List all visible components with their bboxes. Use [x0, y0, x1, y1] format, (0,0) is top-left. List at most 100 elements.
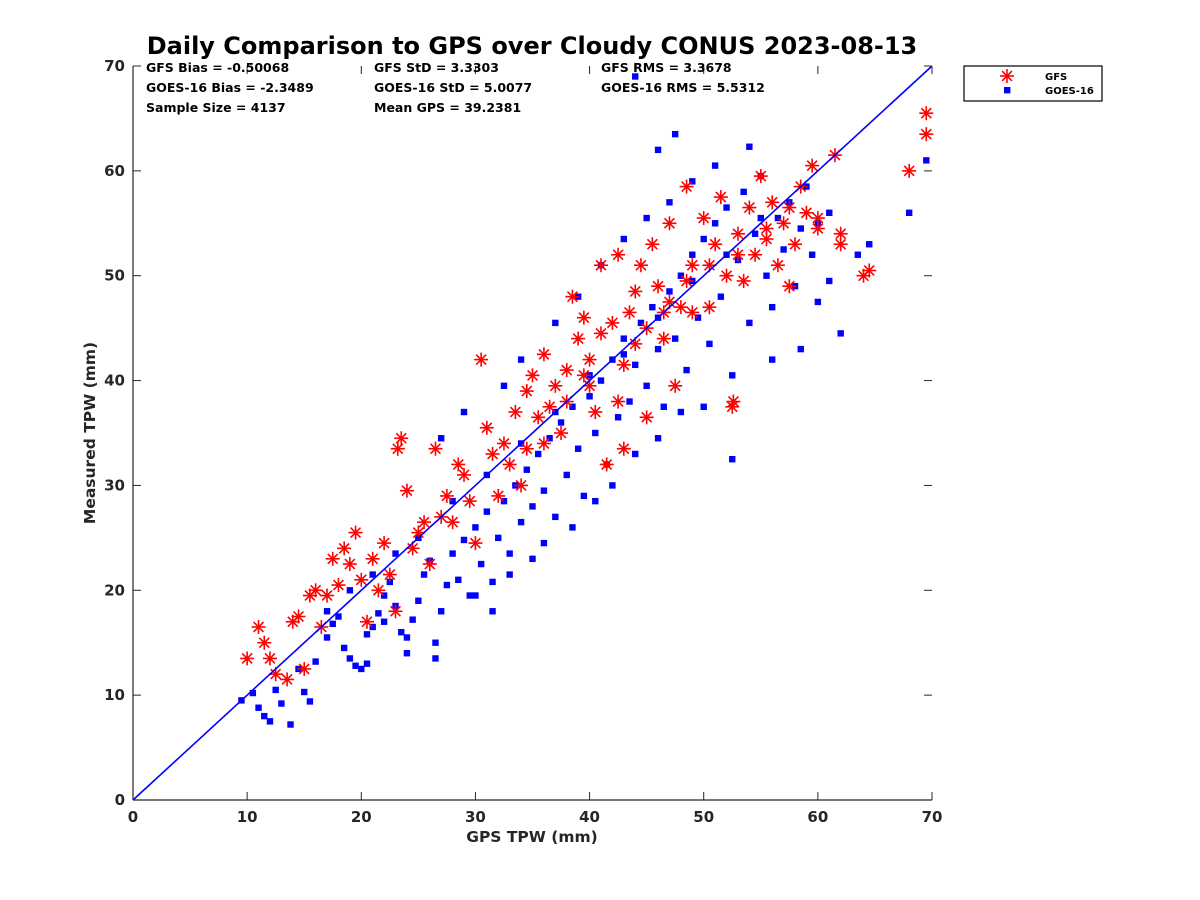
gfs-point-stroke	[618, 443, 630, 455]
gfs-point-stroke	[509, 406, 521, 418]
gfs-point-stroke	[578, 369, 590, 381]
gfs-point-stroke	[258, 637, 270, 649]
gfs-point-stroke	[578, 312, 590, 324]
x-tick-label: 50	[693, 808, 714, 826]
goes16-point	[649, 303, 656, 311]
gfs-point-stroke	[264, 652, 276, 664]
series-goes-16	[238, 73, 930, 728]
goes16-point	[455, 576, 462, 583]
gfs-point-stroke	[526, 369, 539, 381]
gfs-point	[730, 247, 745, 262]
goes16-point	[437, 608, 445, 615]
gfs-point	[776, 216, 791, 231]
legend: GFS GOES-16	[963, 65, 1103, 102]
gfs-point-stroke	[595, 259, 607, 271]
gfs-point	[519, 441, 534, 456]
gfs-point	[342, 557, 357, 572]
gfs-point-stroke	[390, 605, 402, 617]
gfs-point	[548, 378, 563, 393]
goes16-point	[312, 658, 319, 665]
gfs-point-stroke	[727, 396, 739, 408]
goes16-point	[780, 246, 787, 253]
gfs-point	[474, 352, 489, 367]
gfs-point	[491, 488, 506, 503]
goes16-point	[637, 319, 645, 327]
goes16-point	[746, 143, 753, 150]
gfs-point-stroke	[920, 107, 932, 119]
gfs-point-stroke	[755, 170, 767, 182]
gfs-point-stroke	[669, 380, 681, 392]
goes16-point	[540, 487, 548, 494]
gfs-point	[485, 446, 500, 461]
goes16-point	[483, 508, 491, 515]
goes16-point	[666, 288, 673, 295]
gfs-point-stroke	[327, 553, 339, 565]
goes16-point	[826, 277, 833, 285]
goes16-point	[671, 130, 679, 138]
gfs-point-stroke	[618, 359, 630, 371]
gfs-point-stroke	[481, 422, 493, 434]
goes16-point	[569, 403, 576, 410]
gfs-point-stroke	[292, 610, 305, 623]
x-tick-label: 0	[128, 808, 138, 826]
goes16-point	[495, 534, 502, 542]
goes16-point	[329, 620, 336, 628]
gfs-point-stroke	[835, 238, 847, 250]
gfs-point-stroke	[241, 652, 253, 664]
gfs-point	[651, 279, 666, 294]
gfs-point	[588, 405, 603, 420]
gfs-point-stroke	[624, 306, 636, 318]
gfs-point	[571, 331, 586, 346]
goes16-point	[375, 610, 382, 617]
stats-panel: GFS Bias = -0.50068 GFS StD = 3.3303 GFS R…	[146, 60, 765, 115]
goes16-point	[740, 188, 747, 196]
gfs-point-stroke	[475, 354, 487, 366]
goes16-point	[654, 345, 662, 353]
legend-goes-marker	[1004, 87, 1011, 94]
legend-label-goes16: GOES-16	[1045, 86, 1094, 97]
goes16-point	[826, 209, 833, 216]
gfs-point-stroke	[772, 259, 784, 271]
gfs-point-stroke	[401, 485, 413, 497]
gfs-point-stroke	[298, 663, 310, 675]
gfs-point-stroke	[392, 443, 404, 455]
gfs-point	[502, 457, 517, 472]
stat-text: GOES-16 Bias = -2.3489	[146, 80, 314, 95]
goes16-point	[923, 157, 930, 164]
goes16-point	[769, 303, 776, 311]
goes16-point	[266, 718, 274, 725]
gfs-point-stroke	[612, 249, 624, 261]
gfs-point-stroke	[629, 285, 641, 297]
gfs-point-stroke	[760, 223, 773, 235]
gfs-point-stroke	[350, 527, 362, 539]
gfs-point-stroke	[760, 233, 773, 245]
gfs-point-stroke	[378, 537, 390, 549]
goes16-point	[358, 665, 365, 673]
gfs-point	[639, 410, 654, 425]
goes16-point	[574, 445, 582, 452]
gfs-point	[554, 426, 569, 440]
gfs-point	[708, 237, 723, 252]
gfs-point	[514, 478, 529, 493]
goes16-point	[409, 616, 416, 623]
gfs-point-stroke	[492, 490, 504, 502]
gfs-point	[262, 651, 277, 666]
goes16-point	[700, 403, 707, 410]
gfs-point	[685, 305, 700, 320]
gfs-point-stroke	[372, 584, 384, 596]
gfs-point	[799, 205, 814, 220]
gfs-point-stroke	[766, 196, 778, 208]
goes16-point	[529, 503, 536, 510]
goes16-point	[517, 518, 525, 526]
gfs-point	[331, 578, 346, 593]
goes16-point	[797, 345, 804, 353]
gfs-point-stroke	[584, 380, 596, 392]
series-gfs	[240, 106, 934, 687]
goes16-point	[814, 298, 822, 306]
gfs-point-stroke	[658, 333, 670, 345]
gfs-point-stroke	[681, 275, 693, 287]
gfs-point	[576, 310, 591, 325]
stat-text: GFS RMS = 3.3678	[601, 60, 732, 75]
gfs-point	[462, 494, 477, 509]
gfs-point	[240, 651, 255, 666]
